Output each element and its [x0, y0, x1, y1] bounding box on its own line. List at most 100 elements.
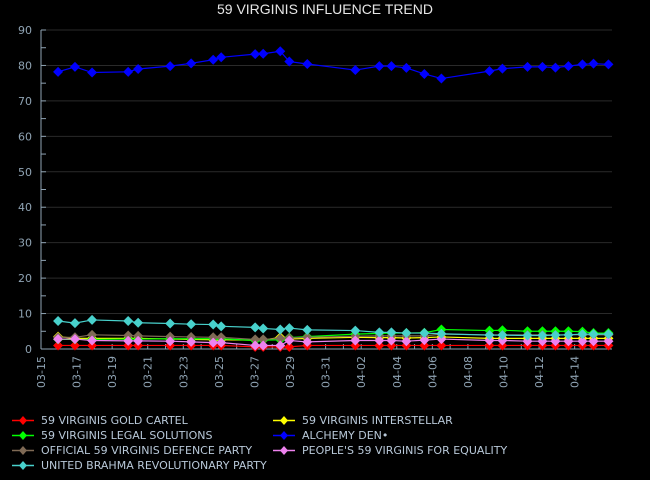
data-point — [350, 325, 361, 336]
legend-marker-icon — [12, 461, 34, 470]
x-tick-label: 04-02 — [355, 356, 368, 388]
data-point — [208, 319, 219, 330]
x-tick-label: 03-21 — [142, 356, 155, 388]
data-point — [588, 329, 599, 340]
data-point — [374, 327, 385, 338]
data-point — [165, 336, 176, 347]
x-tick-label: 04-14 — [569, 356, 582, 388]
data-point — [87, 67, 98, 78]
data-point — [563, 329, 574, 340]
x-tick-label: 04-10 — [497, 356, 510, 388]
data-point — [69, 61, 80, 72]
data-point — [484, 330, 495, 341]
y-tick-label: 30 — [18, 237, 32, 250]
x-tick-label: 03-25 — [213, 356, 226, 388]
data-point — [577, 59, 588, 70]
y-tick-label: 50 — [18, 166, 32, 179]
data-point — [258, 334, 269, 345]
data-point — [603, 329, 614, 340]
data-point — [436, 328, 447, 339]
legend-marker-icon — [273, 416, 295, 425]
data-point — [208, 337, 219, 348]
y-tick-label: 70 — [18, 95, 32, 108]
series-people-s-59-virginis-for-equality — [53, 334, 614, 351]
data-point — [208, 332, 219, 343]
data-point — [386, 335, 397, 346]
y-tick-label: 0 — [25, 343, 32, 356]
data-point — [250, 334, 261, 345]
data-point — [603, 336, 614, 347]
data-point — [275, 340, 286, 351]
data-point — [550, 336, 561, 347]
chart: 59 VIRGINIS INFLUENCE TREND 0 10 20 30 40 50 6… — [18, 1, 614, 388]
data-point — [250, 322, 261, 333]
data-point — [69, 340, 80, 351]
data-point — [374, 335, 385, 346]
data-point — [53, 340, 64, 351]
data-point — [165, 61, 176, 72]
grid — [41, 29, 612, 315]
data-point — [386, 327, 397, 338]
chart-title: 59 VIRGINIS INFLUENCE TREND — [217, 1, 433, 17]
legend-marker-icon — [12, 416, 34, 425]
data-point — [577, 336, 588, 347]
legend-label: OFFICIAL 59 VIRGINIS DEFENCE PARTY — [41, 444, 253, 457]
data-point — [484, 335, 495, 346]
data-point — [497, 330, 508, 341]
data-point — [436, 73, 447, 84]
data-point — [350, 65, 361, 76]
data-point — [53, 315, 64, 326]
x-tick-label: 03-29 — [284, 356, 297, 388]
data-point — [284, 341, 295, 352]
data-point — [522, 61, 533, 72]
data-point — [497, 335, 508, 346]
legend-label: 59 VIRGINIS GOLD CARTEL — [41, 414, 188, 427]
legend-label: 59 VIRGINIS INTERSTELLAR — [302, 414, 453, 427]
data-point — [350, 335, 361, 346]
legend-marker-icon — [273, 446, 295, 455]
data-point — [133, 335, 144, 346]
x-tick-label: 04-06 — [426, 356, 439, 388]
data-point — [250, 49, 261, 60]
data-point — [302, 324, 313, 335]
data-point — [258, 48, 269, 59]
x-tick-label: 03-15 — [35, 356, 48, 388]
x-tick-label: 03-17 — [71, 356, 84, 388]
data-point — [53, 334, 64, 345]
data-point — [123, 66, 134, 77]
data-point — [577, 329, 588, 340]
data-point — [284, 323, 295, 334]
y-tick-label: 20 — [18, 272, 32, 285]
legend-marker-icon — [12, 431, 34, 440]
y-tick-label: 60 — [18, 130, 32, 143]
x-tick-label: 03-19 — [106, 356, 119, 388]
y-tick-label: 80 — [18, 59, 32, 72]
data-point — [87, 329, 98, 340]
data-point — [302, 59, 313, 70]
data-point — [123, 335, 134, 346]
data-point — [537, 61, 548, 72]
data-point — [401, 336, 412, 347]
data-point — [123, 330, 134, 341]
data-point — [419, 335, 430, 346]
data-point — [186, 319, 197, 330]
data-point — [250, 340, 261, 351]
data-point — [165, 318, 176, 329]
series-united-brahma-revolutionary-party — [53, 314, 614, 341]
data-point — [401, 328, 412, 339]
x-tick-label: 04-04 — [391, 356, 404, 388]
data-point — [216, 52, 227, 63]
data-point — [123, 315, 134, 326]
y-axis-ticks: 0 10 20 30 40 50 60 70 80 90 — [18, 24, 46, 356]
legend-label: 59 VIRGINIS LEGAL SOLUTIONS — [41, 429, 213, 442]
data-point — [275, 324, 286, 335]
axes — [40, 30, 612, 350]
x-tick-label: 04-08 — [462, 356, 475, 388]
data-point — [208, 54, 219, 65]
series-alchemy-den — [53, 46, 614, 84]
data-point — [258, 340, 269, 351]
data-point — [374, 61, 385, 72]
data-point — [497, 63, 508, 74]
data-point — [550, 62, 561, 73]
x-tick-label: 03-31 — [320, 356, 333, 388]
